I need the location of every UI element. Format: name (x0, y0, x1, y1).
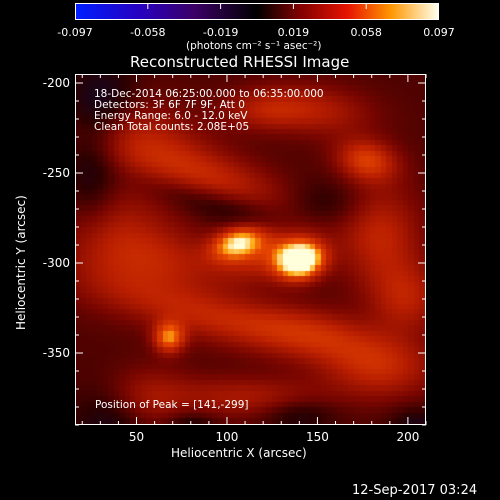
colorbar-tick-label: 0.097 (423, 26, 455, 39)
y-tick-label: -350 (42, 346, 70, 360)
colorbar (75, 3, 439, 20)
info-energy-range: Energy Range: 6.0 - 12.0 keV (94, 110, 248, 122)
render-timestamp: 12-Sep-2017 03:24 (352, 483, 478, 498)
info-clean-counts: Clean Total counts: 2.08E+05 (94, 121, 250, 133)
x-tick-label: 50 (128, 430, 145, 444)
reconstructed-image-map (76, 75, 425, 424)
info-peak-position: Position of Peak = [141,-299] (95, 399, 249, 411)
y-tick-label: -250 (42, 166, 70, 180)
plot-title: Reconstructed RHESSI Image (130, 53, 350, 71)
colorbar-tick-label: 0.058 (350, 26, 382, 39)
x-tick-label: 100 (215, 430, 239, 444)
info-time-range: 18-Dec-2014 06:25:00.000 to 06:35:00.000 (94, 88, 324, 100)
rhessi-image: 18-Dec-2014 06:25:00.000 to 06:35:00.000… (75, 74, 426, 425)
colorbar-gradient (76, 4, 438, 19)
colorbar-tick-label: 0.019 (277, 26, 310, 39)
x-tick-label: 200 (396, 430, 420, 444)
y-tick-label: -300 (42, 256, 70, 270)
colorbar-units: (photons cm⁻² s⁻¹ asec⁻²) (186, 40, 322, 52)
colorbar-tick-label: -0.019 (202, 26, 239, 39)
y-axis-label: Heliocentric Y (arcsec) (14, 195, 28, 330)
x-axis-label: Heliocentric X (arcsec) (171, 446, 307, 460)
colorbar-tick-label: -0.097 (57, 26, 93, 39)
info-detectors: Detectors: 3F 6F 7F 9F, Att 0 (94, 99, 245, 111)
y-tick-label: -200 (42, 76, 70, 90)
x-tick-label: 150 (305, 430, 329, 444)
colorbar-tick-label: -0.058 (130, 26, 166, 39)
